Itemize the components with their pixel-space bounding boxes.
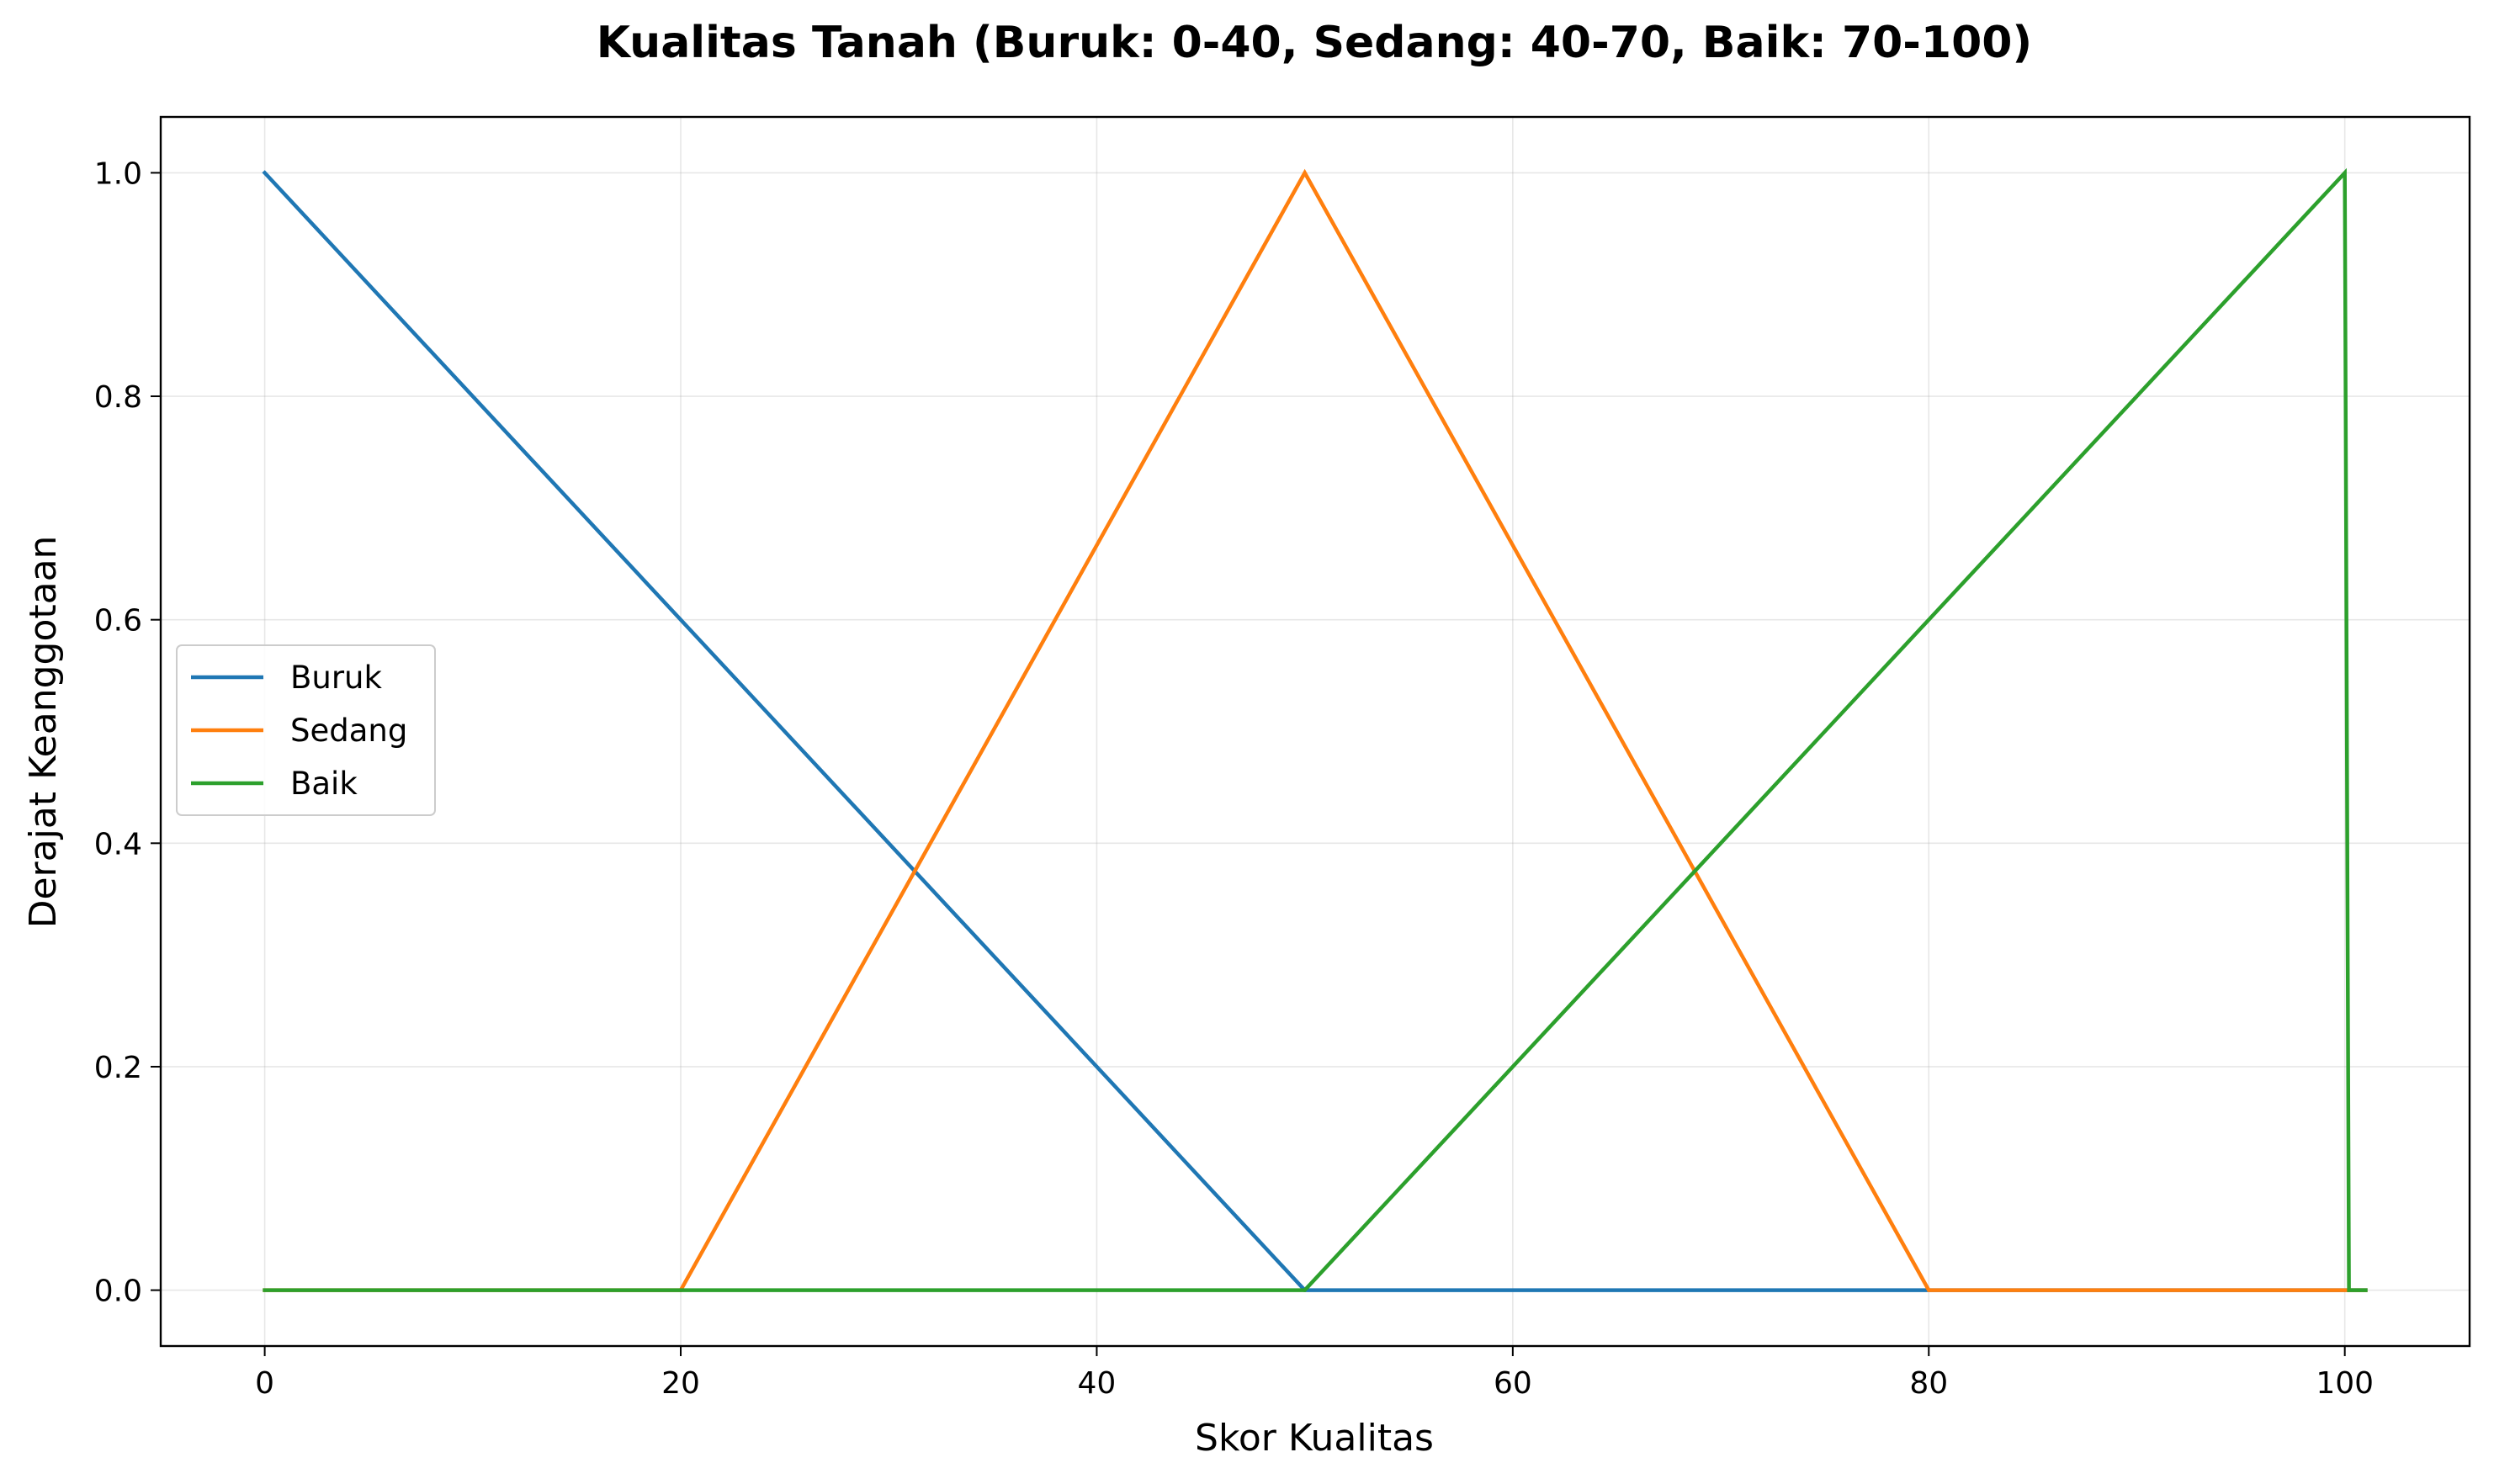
x-tick-label: 40 <box>1078 1366 1117 1401</box>
x-tick-label: 60 <box>1494 1366 1532 1401</box>
y-tick-label: 0.0 <box>94 1275 142 1309</box>
series-line-sedang <box>263 168 2368 1292</box>
chart-title: Kualitas Tanah (Buruk: 0-40, Sedang: 40-… <box>597 18 2032 68</box>
legend-label-buruk: Buruk <box>290 660 382 696</box>
x-tick-label: 20 <box>661 1366 700 1401</box>
y-tick-label: 0.6 <box>94 604 142 639</box>
plot-frame <box>159 115 2471 1348</box>
y-tick-label: 1.0 <box>94 156 142 191</box>
legend-label-sedang: Sedang <box>290 713 407 749</box>
x-tick-label: 80 <box>1909 1366 1948 1401</box>
x-axis-label: Skor Kualitas <box>1195 1417 1434 1460</box>
series-line-buruk <box>262 170 2368 1292</box>
y-tick-label: 0.2 <box>94 1051 142 1085</box>
y-tick-label: 0.8 <box>94 380 142 415</box>
legend-box <box>176 644 436 816</box>
x-axis: 0 20 40 60 80 100 <box>255 1346 2374 1401</box>
series-line-baik <box>263 167 2368 1292</box>
y-axis: 0.0 0.2 0.4 0.6 0.8 1.0 <box>94 156 161 1309</box>
legend: Buruk Sedang Baik <box>176 644 436 816</box>
series-group <box>262 167 2368 1292</box>
x-tick-label: 0 <box>255 1366 274 1401</box>
grid <box>161 117 2470 1346</box>
legend-label-baik: Baik <box>290 766 358 802</box>
y-axis-label: Derajat Keanggotaan <box>22 536 65 929</box>
x-tick-label: 100 <box>2316 1366 2374 1401</box>
y-tick-label: 0.4 <box>94 827 142 861</box>
